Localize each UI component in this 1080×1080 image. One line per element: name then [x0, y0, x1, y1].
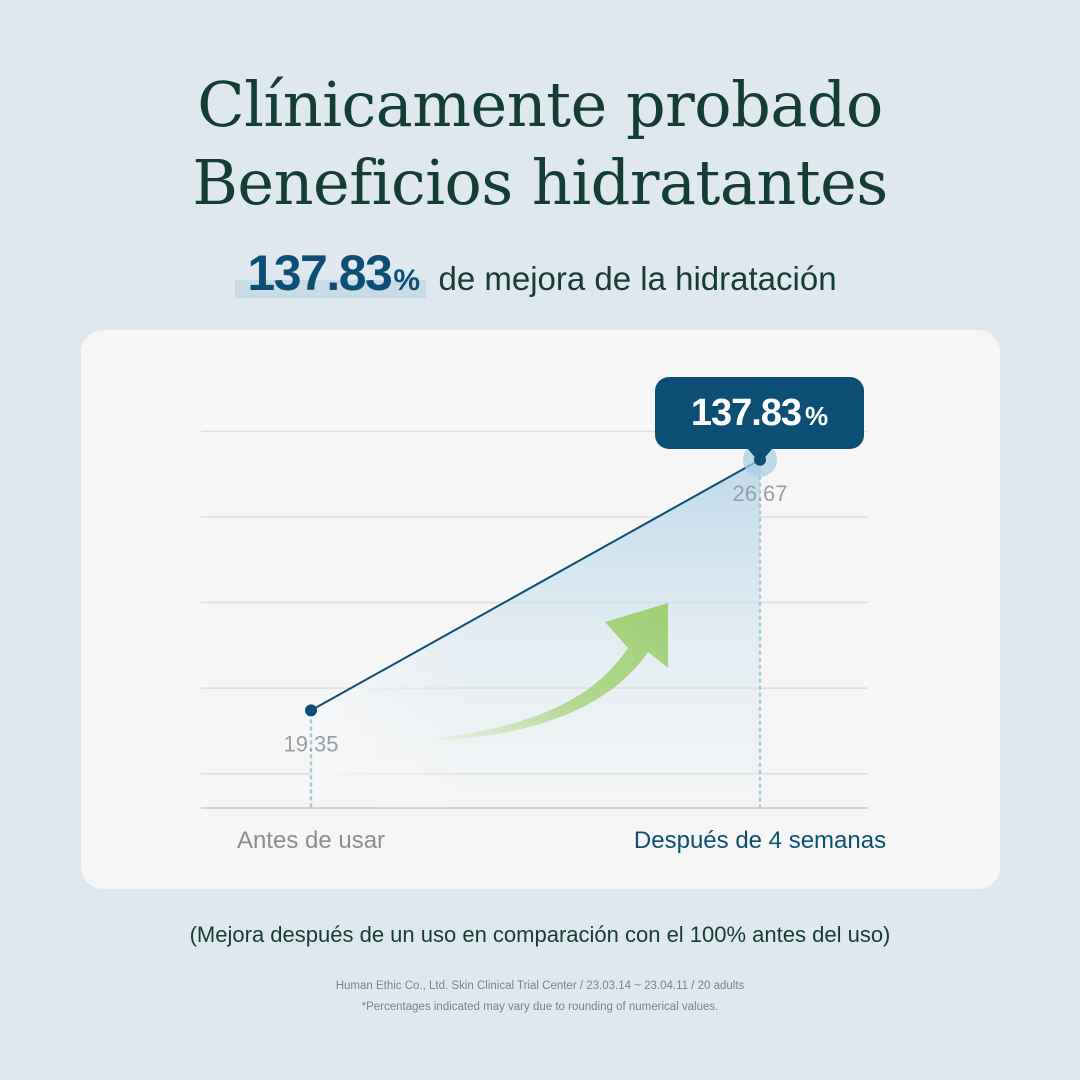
value-callout: 137.83% — [655, 377, 864, 463]
source-line-1: Human Ethic Co., Ltd. Skin Clinical Tria… — [335, 980, 745, 992]
value-label-1: 26.67 — [732, 481, 787, 506]
headline-highlight: 137.83% — [235, 244, 426, 302]
value-label-0: 19.35 — [283, 731, 338, 756]
data-point-0 — [305, 704, 317, 717]
title-line-1: Clínicamente probado — [197, 68, 883, 141]
growth-arrow-icon — [415, 603, 668, 741]
headline-value: 137.83 — [247, 245, 392, 301]
callout-unit: % — [805, 401, 829, 431]
headline-unit: % — [393, 264, 421, 297]
improvement-note: (Mejora después de un uso en comparación… — [189, 922, 891, 947]
headline: 137.83% de mejora de la hidratación — [0, 244, 1080, 302]
category-label-0: Antes de usar — [237, 827, 385, 854]
category-label-1: Después de 4 semanas — [634, 827, 886, 854]
area-fade — [311, 459, 760, 808]
title-line-2: Beneficios hidratantes — [192, 146, 888, 219]
page-title: Clínicamente probado Beneficios hidratan… — [0, 66, 1080, 222]
source-note: Human Ethic Co., Ltd. Skin Clinical Tria… — [0, 976, 1080, 1018]
series-line — [310, 458, 761, 712]
callout-value: 137.83 — [690, 392, 802, 434]
source-line-2: *Percentages indicated may vary due to r… — [361, 1001, 719, 1013]
headline-text: de mejora de la hidratación — [438, 260, 837, 297]
